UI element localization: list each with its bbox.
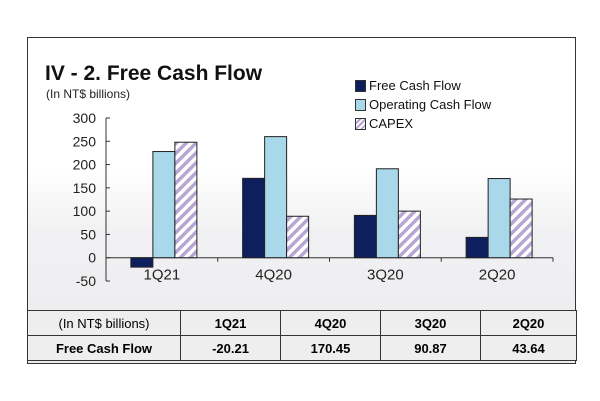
y-tick-label: -50 xyxy=(76,273,96,289)
x-tick-label: 4Q20 xyxy=(255,267,292,284)
table-header-cell: 3Q20 xyxy=(380,310,481,336)
y-tick-label: 50 xyxy=(80,226,96,242)
table-header-cell: 4Q20 xyxy=(280,310,381,336)
y-tick-label: 250 xyxy=(73,133,97,149)
table-cell: 43.64 xyxy=(480,335,577,361)
table-header-cell: (In NT$ billions) xyxy=(27,310,181,336)
table-header-cell: 1Q21 xyxy=(180,310,281,336)
bar-operating-cash-flow xyxy=(487,178,511,259)
bar-operating-cash-flow xyxy=(264,136,288,259)
table-row: Free Cash Flow -20.21 170.45 90.87 43.64 xyxy=(27,335,577,361)
bar-capex xyxy=(286,215,310,259)
bar-capex xyxy=(397,210,421,259)
x-tick-label: 2Q20 xyxy=(479,267,516,284)
table-cell: 90.87 xyxy=(380,335,481,361)
table-cell: -20.21 xyxy=(180,335,281,361)
legend: Free Cash Flow Operating Cash Flow CAPEX xyxy=(355,76,491,133)
x-tick-label: 3Q20 xyxy=(367,267,404,284)
chart-title: IV - 2. Free Cash Flow xyxy=(45,62,263,85)
chart-subtitle: (In NT$ billions) xyxy=(46,87,131,101)
legend-swatch xyxy=(355,117,366,130)
bar-capex xyxy=(509,198,533,259)
table-header-cell: 2Q20 xyxy=(480,310,577,336)
legend-item: CAPEX xyxy=(355,114,491,133)
legend-label: Operating Cash Flow xyxy=(369,97,492,112)
x-tick-label: 1Q21 xyxy=(144,267,181,284)
y-tick-label: 100 xyxy=(73,203,97,219)
y-tick-label: 0 xyxy=(88,250,96,266)
y-tick-label: 200 xyxy=(73,157,97,173)
bar-free-cash-flow xyxy=(465,236,489,259)
bar-operating-cash-flow xyxy=(375,168,399,259)
legend-swatch xyxy=(355,79,366,92)
legend-item: Free Cash Flow xyxy=(355,76,491,95)
table-cell: 170.45 xyxy=(280,335,381,361)
bar-free-cash-flow xyxy=(242,177,266,259)
legend-item: Operating Cash Flow xyxy=(355,95,491,114)
data-table: (In NT$ billions) 1Q21 4Q20 3Q20 2Q20 Fr… xyxy=(27,310,577,361)
bar-free-cash-flow xyxy=(130,257,154,268)
chart-frame xyxy=(27,37,576,364)
table-cell: Free Cash Flow xyxy=(27,335,181,361)
bar-operating-cash-flow xyxy=(152,151,176,259)
y-tick-label: 150 xyxy=(73,180,97,196)
bar-free-cash-flow xyxy=(353,214,377,259)
legend-swatch xyxy=(355,98,366,111)
bar-capex xyxy=(174,141,198,259)
table-header-row: (In NT$ billions) 1Q21 4Q20 3Q20 2Q20 xyxy=(27,310,577,336)
legend-label: CAPEX xyxy=(369,116,414,131)
legend-label: Free Cash Flow xyxy=(369,78,461,93)
y-tick-label: 300 xyxy=(73,110,97,126)
